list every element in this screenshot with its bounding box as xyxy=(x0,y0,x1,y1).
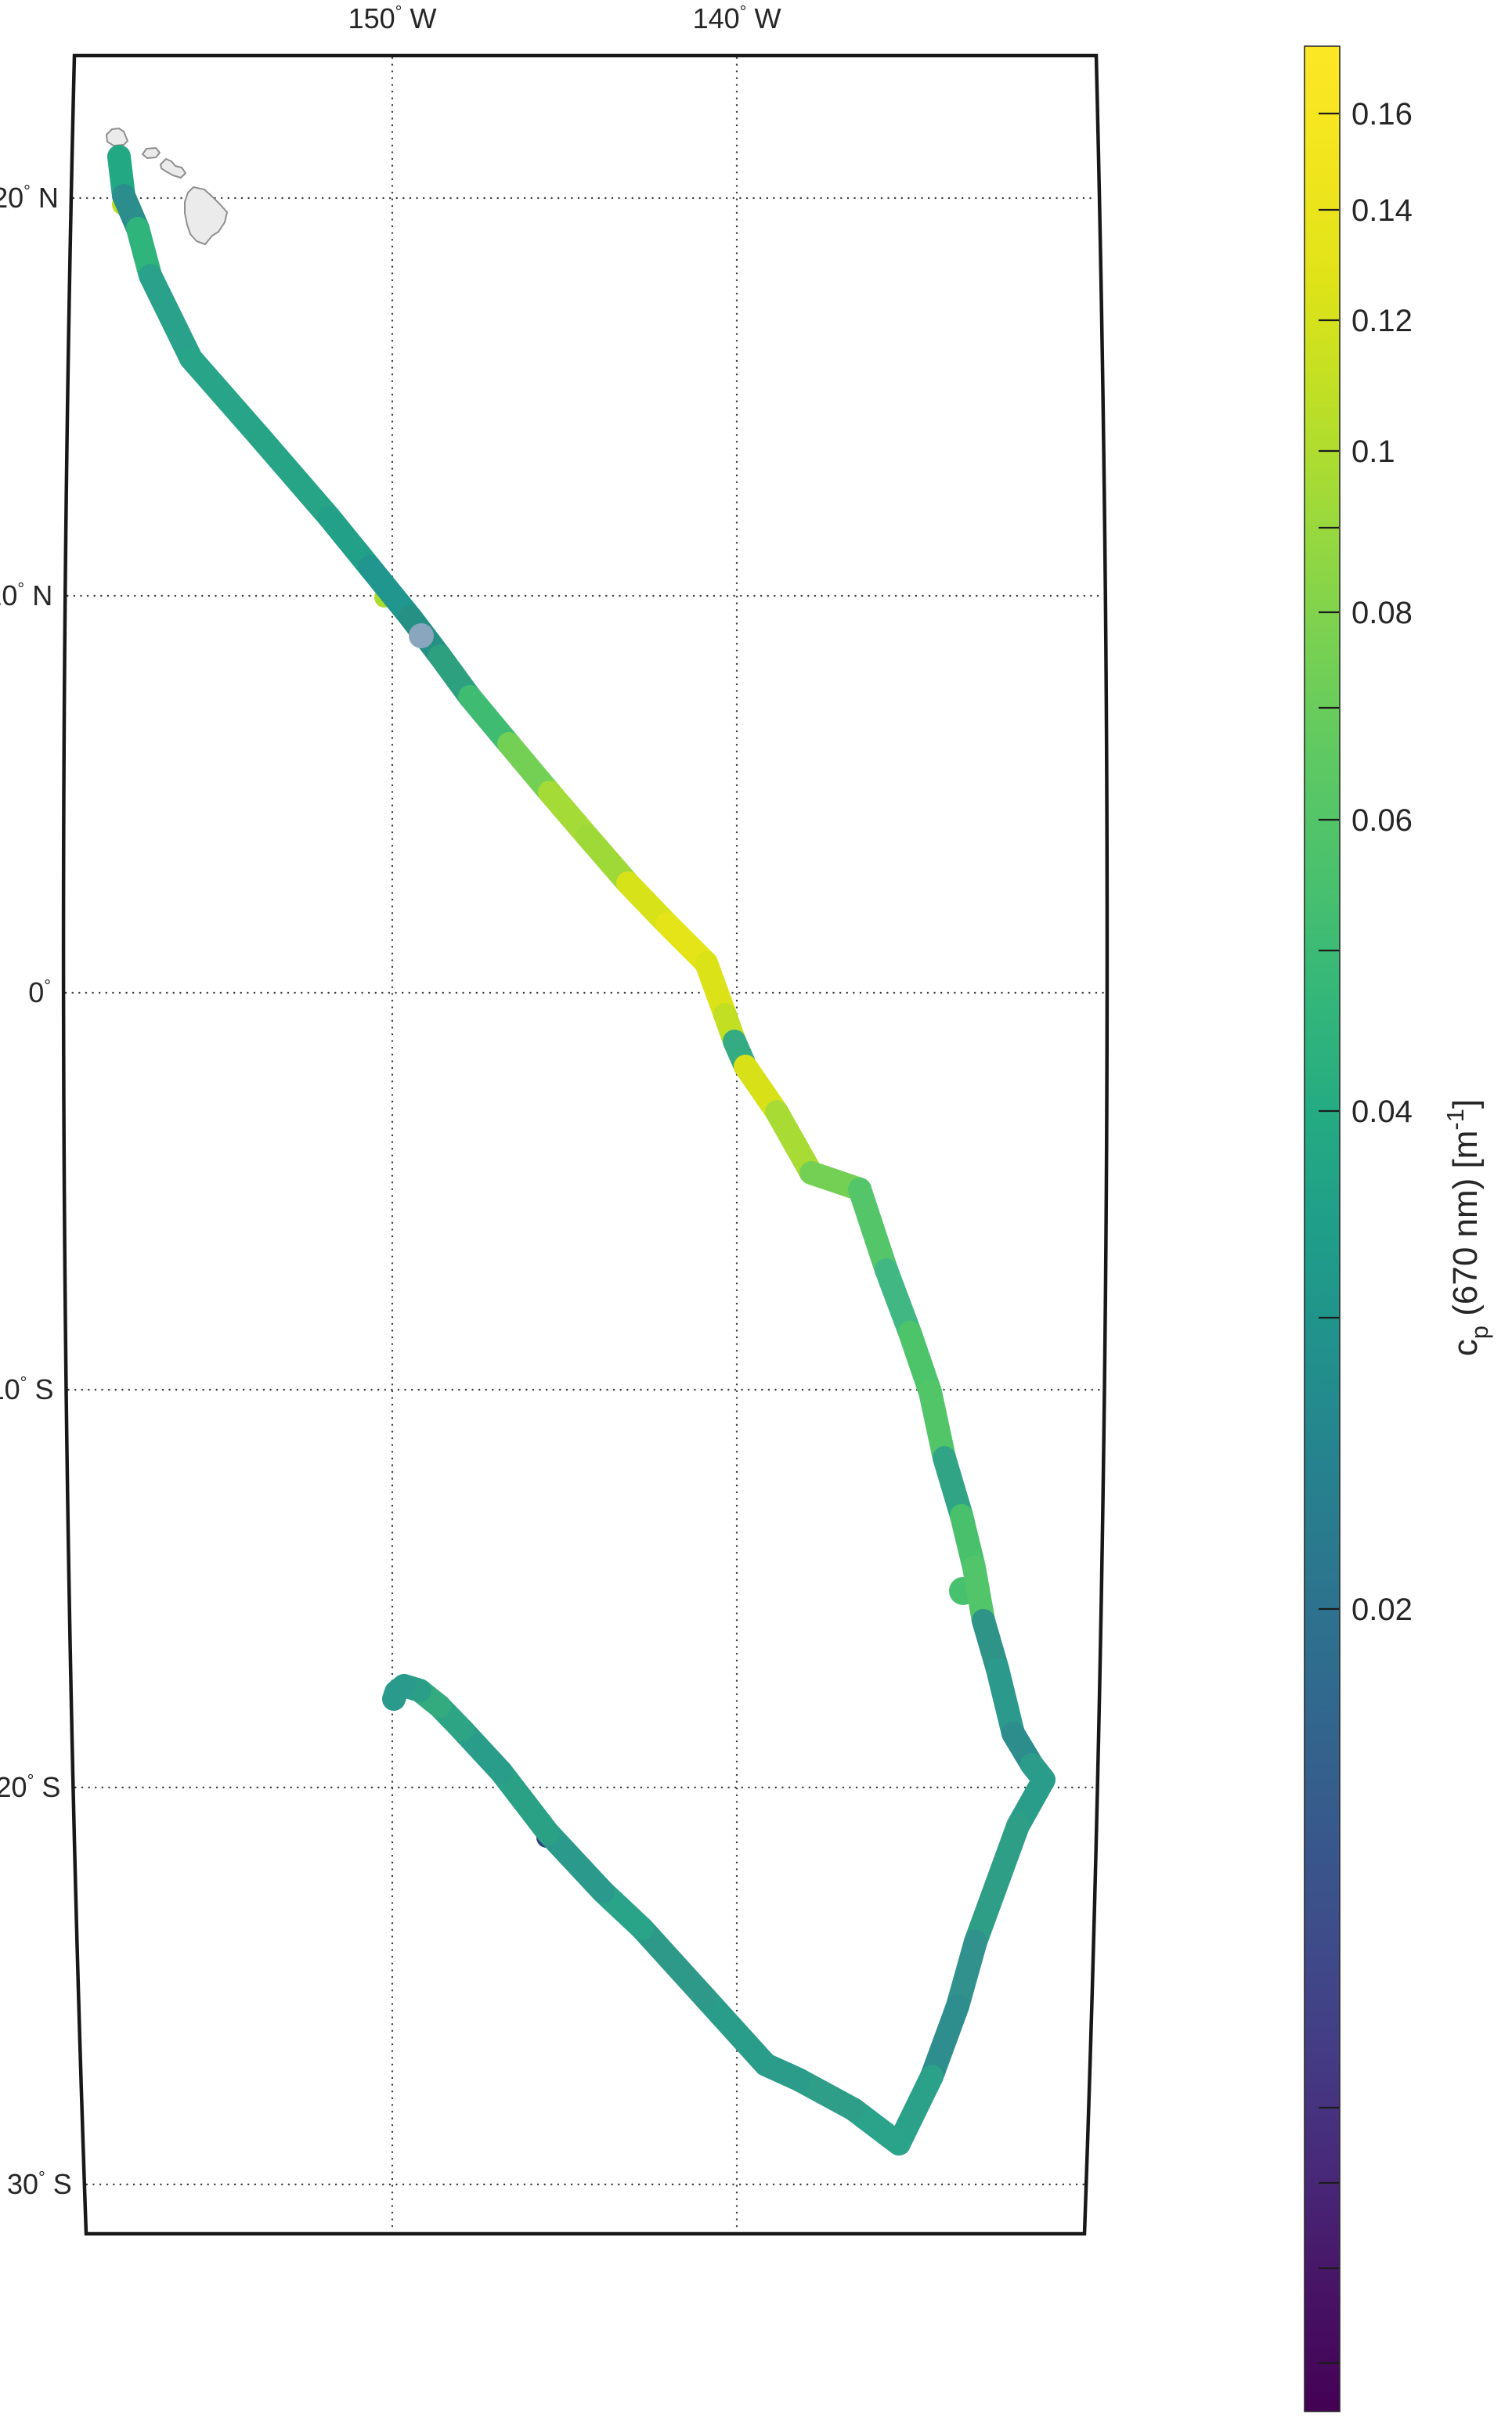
colorbar-tick-label: 0.08 xyxy=(1351,596,1413,630)
axis-tick-label: 0° xyxy=(28,976,51,1008)
track-segment xyxy=(964,1814,1030,1953)
island-hawaii-big-island xyxy=(184,186,228,245)
colorbar-tick-label: 0.1 xyxy=(1351,435,1395,469)
axis-tick-label: 20° N xyxy=(0,181,59,214)
track-data-dot xyxy=(409,623,434,648)
cruise-track xyxy=(107,145,1056,2155)
hawaiian-islands xyxy=(106,128,228,245)
map-border xyxy=(61,53,1110,2236)
colorbar: 0.16 0.14 0.12 0.1 0.08 0.06 0.04 0.02 cp (670 n… xyxy=(1304,45,1493,2412)
track-segment xyxy=(887,2065,944,2155)
axis-tick-labels: 150° W 140° W 20° N 10° N 0° 10° S 20° S 30° S xyxy=(0,2,781,2200)
island-oahu xyxy=(142,147,161,159)
track-segment xyxy=(382,1674,416,1711)
track-outlier-dots-over xyxy=(409,623,434,648)
colorbar-tick-label: 0.06 xyxy=(1351,803,1413,838)
track-segment xyxy=(630,1917,716,2009)
track-segment xyxy=(139,264,203,370)
map-frame xyxy=(61,53,1110,2236)
track-outlier-dots-under xyxy=(112,193,977,1872)
axis-tick-label: 10° S xyxy=(0,1373,53,1405)
island-kauai xyxy=(106,128,128,146)
colorbar-tick-label: 0.02 xyxy=(1351,1593,1413,1627)
track-segment xyxy=(848,1178,898,1282)
track-segment xyxy=(179,347,270,447)
track-segment xyxy=(536,1821,615,1903)
colorbar-title: cp (670 nm) [m-1] xyxy=(1442,1099,1493,1356)
track-segment xyxy=(693,1986,778,2076)
track-segment xyxy=(489,1760,560,1845)
axis-tick-label: 30° S xyxy=(7,2167,72,2200)
axis-tick-label: 20° S xyxy=(0,1770,60,1803)
axis-tick-label: 10° N xyxy=(0,579,52,611)
colorbar-tick-label: 0.12 xyxy=(1351,304,1413,338)
island-maui-cluster xyxy=(160,158,186,179)
axis-tick-label: 140° W xyxy=(693,2,781,34)
colorbar-tick-label: 0.16 xyxy=(1351,97,1413,132)
axis-tick-label: 150° W xyxy=(348,2,437,34)
colorbar-gradient xyxy=(1304,45,1341,2412)
track-segment xyxy=(920,1994,969,2088)
colorbar-tick-label: 0.14 xyxy=(1351,193,1413,228)
track-segment xyxy=(247,424,341,528)
colorbar-tick-label: 0.04 xyxy=(1351,1095,1413,1129)
